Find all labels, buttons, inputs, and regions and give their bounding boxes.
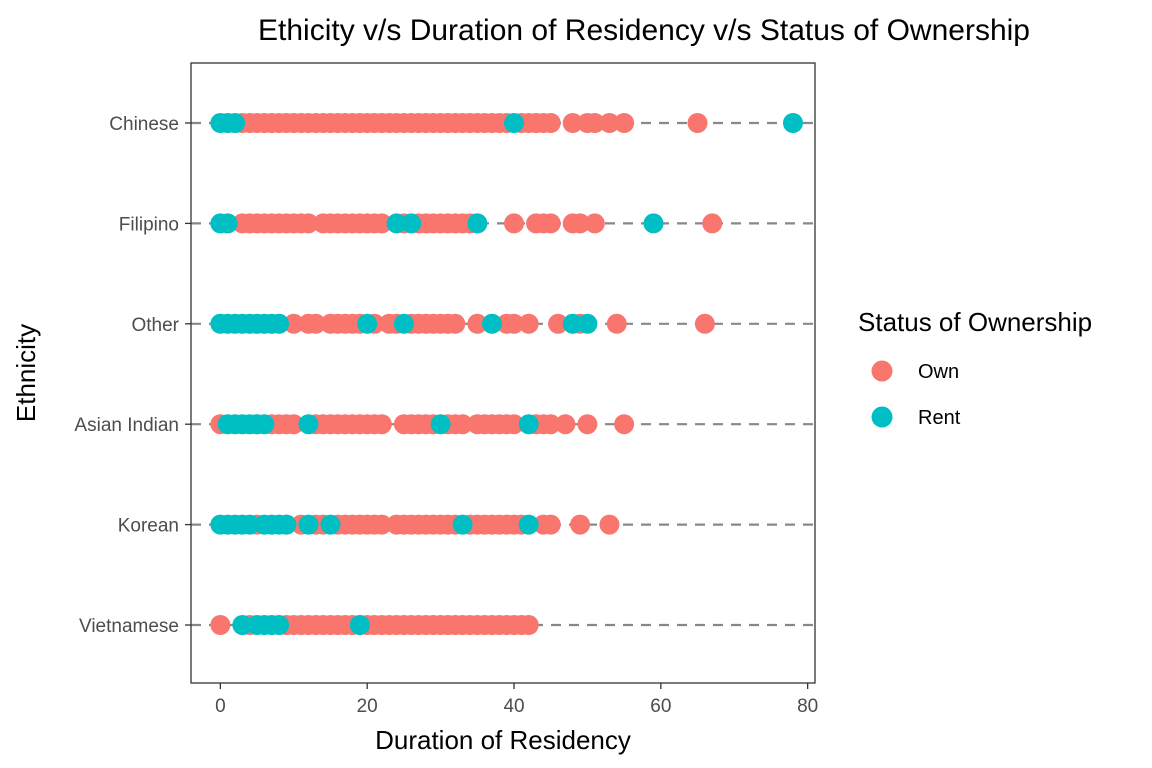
- legend-title: Status of Ownership: [858, 307, 1092, 337]
- point-rent-chinese: [782, 113, 803, 133]
- point-own-other: [504, 313, 525, 334]
- legend-key-rent: [871, 406, 893, 428]
- point-rent-other: [393, 313, 414, 334]
- y-tick-label-korean: Korean: [118, 516, 179, 537]
- legend: Status of Ownership Own Rent: [858, 307, 1092, 429]
- point-rent-korean: [276, 514, 297, 535]
- point-rent-filipino: [467, 213, 488, 234]
- point-rent-korean: [518, 514, 539, 535]
- y-axis-title: Ethnicity: [11, 324, 41, 422]
- chart-title: Ethicity v/s Duration of Residency v/s S…: [258, 14, 1030, 47]
- point-rent-filipino: [217, 213, 238, 234]
- x-tick-label-20: 20: [357, 696, 378, 717]
- point-own-asian-indian: [614, 414, 635, 435]
- point-rent-asian-indian: [298, 414, 319, 435]
- point-rent-chinese: [225, 113, 246, 133]
- point-own-filipino: [584, 213, 605, 234]
- point-rent-other: [481, 313, 502, 334]
- point-own-chinese: [687, 113, 708, 133]
- plot-area: [191, 113, 815, 635]
- point-own-other: [283, 313, 304, 334]
- point-own-filipino: [371, 213, 392, 234]
- point-own-other: [548, 313, 569, 334]
- x-tick-label-80: 80: [797, 696, 818, 717]
- point-rent-asian-indian: [430, 414, 451, 435]
- point-own-filipino: [570, 213, 591, 234]
- point-own-filipino: [298, 213, 319, 234]
- point-rent-filipino: [386, 213, 407, 234]
- point-own-asian-indian: [283, 414, 304, 435]
- legend-label-own: Own: [918, 361, 959, 383]
- point-rent-other: [357, 313, 378, 334]
- x-tick-label-60: 60: [650, 696, 671, 717]
- point-own-other: [445, 313, 466, 334]
- point-own-asian-indian: [577, 414, 598, 435]
- x-axis-title: Duration of Residency: [375, 725, 631, 755]
- legend-key-own: [871, 360, 893, 382]
- point-own-chinese: [614, 113, 635, 133]
- point-own-asian-indian: [452, 414, 473, 435]
- point-own-korean: [371, 514, 392, 535]
- point-own-asian-indian: [555, 414, 576, 435]
- y-tick-label-other: Other: [131, 315, 179, 336]
- point-own-other: [518, 313, 539, 334]
- y-tick-label-asian-indian: Asian Indian: [74, 415, 179, 436]
- axis-ticks: Chinese Filipino Other Asian Indian Korean Vi…: [74, 114, 818, 717]
- point-own-other: [467, 313, 488, 334]
- point-own-chinese: [562, 113, 583, 133]
- x-tick-label-40: 40: [503, 696, 524, 717]
- point-rent-korean: [298, 514, 319, 535]
- point-rent-other: [562, 313, 583, 334]
- point-rent-filipino: [643, 213, 664, 234]
- point-own-filipino: [540, 213, 561, 234]
- point-own-korean: [599, 514, 620, 535]
- point-own-vietnamese: [518, 615, 539, 635]
- point-own-chinese: [584, 113, 605, 133]
- point-rent-other: [269, 313, 290, 334]
- point-rent-chinese: [504, 113, 525, 133]
- point-own-korean: [540, 514, 561, 535]
- point-own-asian-indian: [540, 414, 561, 435]
- legend-label-rent: Rent: [918, 407, 961, 429]
- point-own-chinese: [599, 113, 620, 133]
- point-own-other: [694, 313, 715, 334]
- point-own-filipino: [702, 213, 723, 234]
- y-tick-label-vietnamese: Vietnamese: [79, 616, 179, 637]
- point-own-filipino: [504, 213, 525, 234]
- point-rent-asian-indian: [254, 414, 275, 435]
- point-rent-vietnamese: [232, 615, 253, 635]
- x-tick-label-0: 0: [215, 696, 226, 717]
- point-own-other: [606, 313, 627, 334]
- point-own-asian-indian: [504, 414, 525, 435]
- y-tick-label-chinese: Chinese: [109, 114, 179, 135]
- point-own-korean: [570, 514, 591, 535]
- point-own-chinese: [540, 113, 561, 133]
- point-own-vietnamese: [210, 615, 231, 635]
- point-rent-filipino: [401, 213, 422, 234]
- point-rent-asian-indian: [518, 414, 539, 435]
- point-rent-korean: [239, 514, 260, 535]
- point-rent-vietnamese: [349, 615, 370, 635]
- y-tick-label-filipino: Filipino: [119, 214, 179, 235]
- point-rent-vietnamese: [269, 615, 290, 635]
- point-rent-korean: [452, 514, 473, 535]
- point-rent-other: [577, 313, 598, 334]
- point-own-other: [305, 313, 326, 334]
- point-rent-korean: [320, 514, 341, 535]
- plot-panel-border: [190, 62, 816, 684]
- point-own-asian-indian: [371, 414, 392, 435]
